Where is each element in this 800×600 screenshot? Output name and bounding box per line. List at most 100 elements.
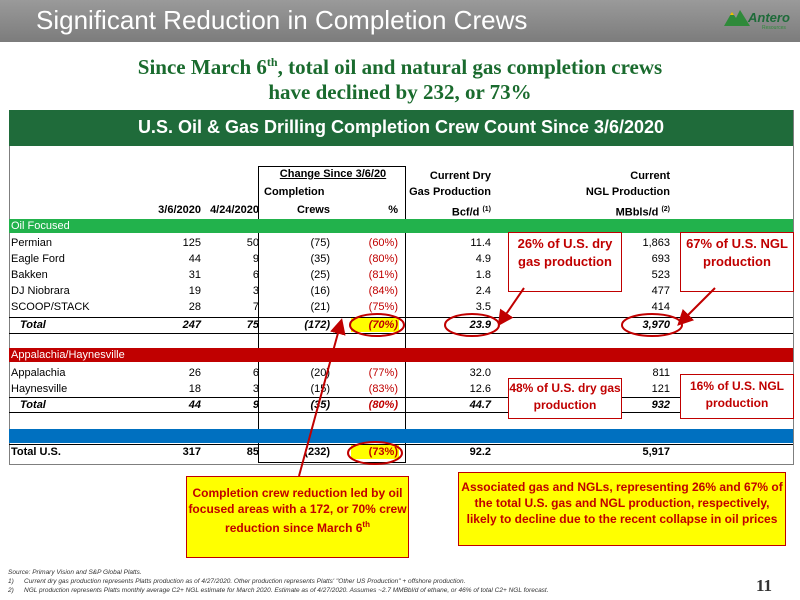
logo-subtext: Resources: [762, 25, 786, 31]
header-gas1: Current Dry: [429, 170, 491, 182]
callout-crew-reduction: Completion crew reduction led by oil foc…: [186, 476, 409, 558]
section-band-appalachia: [9, 348, 793, 362]
header-ngl-sup: (2): [661, 206, 670, 213]
cell-oiltotal-chg: (172): [304, 319, 330, 331]
section-label-oil: Oil Focused: [11, 220, 70, 232]
cell-djniobrara-d2: 3: [252, 285, 259, 297]
cell-oiltotal-ngl: 3,970: [642, 319, 670, 331]
cell-haynesville-d2: 3: [252, 383, 259, 395]
cell-permian-pct: (60%): [368, 237, 398, 249]
page-number: 11: [756, 576, 773, 595]
cell-apptotal-ngl: 932: [651, 399, 670, 411]
cell-apptotal-pct: (80%): [368, 399, 398, 411]
divider-grand-total: [9, 444, 793, 445]
section-band-other: [9, 429, 793, 443]
header-gas-sup: (1): [482, 206, 491, 213]
callout-crew-sup: th: [362, 520, 370, 529]
cell-haynesville-ngl: 121: [651, 383, 670, 395]
cell-eagleford-gas: 4.9: [475, 253, 491, 265]
divider-oil-total: [9, 317, 793, 318]
header-completion: Completion: [264, 186, 325, 198]
cell-bakken-name: Bakken: [11, 269, 48, 281]
header-change-group: Change Since 3/6/20: [279, 168, 387, 180]
footnote-source: Source: Primary Vision and S&P Global Pl…: [8, 569, 142, 576]
header-ngl2: NGL Production: [585, 186, 670, 198]
antero-logo: Antero Resources: [722, 4, 792, 38]
cell-eagleford-ngl: 693: [651, 253, 670, 265]
cell-appalachia-d2: 6: [252, 367, 259, 379]
callout-associated-gas: Associated gas and NGLs, representing 26…: [458, 472, 786, 546]
cell-appalachia-d1: 26: [188, 367, 201, 379]
cell-total-d2: 85: [246, 446, 259, 458]
cell-haynesville-pct: (83%): [368, 383, 398, 395]
cell-bakken-gas: 1.8: [475, 269, 491, 281]
callout-crew-text: Completion crew reduction led by oil foc…: [188, 486, 407, 535]
cell-oiltotal-d1: 247: [182, 319, 201, 331]
cell-oiltotal-gas: 23.9: [469, 319, 491, 331]
cell-scoop-name: SCOOP/STACK: [11, 301, 90, 313]
cell-oiltotal-name: Total: [20, 319, 46, 331]
cell-scoop-d1: 28: [188, 301, 201, 313]
mountain-icon: [724, 10, 750, 26]
cell-total-name: Total U.S.: [11, 446, 61, 458]
cell-appalachia-pct: (77%): [368, 367, 398, 379]
cell-scoop-gas: 3.5: [475, 301, 491, 313]
cell-djniobrara-ngl: 477: [651, 285, 670, 297]
footnote-2: NGL production represents Platts monthly…: [24, 587, 549, 594]
cell-scoop-ngl: 414: [651, 301, 670, 313]
cell-apptotal-chg: (35): [310, 399, 330, 411]
header-gas-unit: Bcf/d: [451, 206, 480, 219]
cell-djniobrara-name: DJ Niobrara: [11, 285, 70, 297]
cell-eagleford-chg: (35): [310, 253, 330, 265]
cell-apptotal-gas: 44.7: [469, 399, 491, 411]
cell-total-d1: 317: [182, 446, 201, 458]
header-ngl3: MBbls/d (2): [570, 203, 670, 220]
headline-line1-pre: Since March 6: [137, 55, 267, 79]
cell-permian-chg: (75): [310, 237, 330, 249]
cell-haynesville-d1: 18: [188, 383, 201, 395]
title-bar: [0, 0, 800, 42]
cell-bakken-ngl: 523: [651, 269, 670, 281]
header-ngl-unit: MBbls/d: [615, 206, 659, 219]
header-pct: %: [388, 204, 398, 216]
cell-djniobrara-d1: 19: [188, 285, 201, 297]
divider-oil-total-bottom: [9, 333, 793, 334]
cell-eagleford-d2: 9: [252, 253, 259, 265]
cell-djniobrara-pct: (84%): [368, 285, 398, 297]
cell-eagleford-d1: 44: [188, 253, 201, 265]
cell-bakken-d2: 6: [252, 269, 259, 281]
cell-total-ngl: 5,917: [642, 446, 670, 458]
footnote-1-num: 1): [8, 578, 14, 585]
header-date2: 4/24/2020: [210, 204, 259, 216]
cell-total-gas: 92.2: [469, 446, 491, 458]
footnote-2-num: 2): [8, 587, 14, 594]
cell-permian-gas: 11.4: [470, 237, 491, 249]
cell-bakken-d1: 31: [188, 269, 201, 281]
cell-djniobrara-chg: (16): [310, 285, 330, 297]
callout-dry-gas-48: 48% of U.S. dry gas production: [508, 378, 622, 419]
header-gas2: Gas Production: [409, 186, 491, 198]
cell-appalachia-ngl: 811: [652, 367, 670, 379]
divider-app-total-bottom: [9, 412, 793, 413]
cell-djniobrara-gas: 2.4: [475, 285, 491, 297]
cell-appalachia-gas: 32.0: [469, 367, 491, 379]
headline-line2: have declined by 232, or 73%: [268, 80, 532, 104]
footnotes: Source: Primary Vision and S&P Global Pl…: [8, 568, 549, 595]
cell-oiltotal-pct: (70%): [368, 319, 398, 331]
cell-permian-name: Permian: [11, 237, 52, 249]
header-date1: 3/6/2020: [158, 204, 201, 216]
header-ngl1: Current: [630, 170, 670, 182]
cell-apptotal-d2: 9: [252, 399, 259, 411]
cell-bakken-chg: (25): [310, 269, 330, 281]
cell-permian-d1: 125: [182, 237, 201, 249]
headline: Since March 6th, total oil and natural g…: [0, 50, 800, 105]
callout-ngl-16: 16% of U.S. NGL production: [680, 374, 794, 419]
header-crews: Crews: [296, 204, 330, 216]
cell-oiltotal-d2: 75: [246, 319, 259, 331]
cell-scoop-chg: (21): [310, 301, 330, 313]
table-header-bar: [9, 110, 793, 146]
cell-total-pct: (73%): [368, 446, 398, 458]
divider-app-total: [9, 397, 793, 398]
logo-text: Antero: [748, 10, 790, 25]
slide-title: Significant Reduction in Completion Crew…: [36, 5, 528, 35]
